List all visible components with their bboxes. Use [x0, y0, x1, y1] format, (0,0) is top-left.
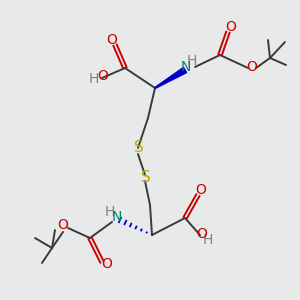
Text: O: O	[98, 69, 108, 83]
Text: H: H	[89, 72, 99, 86]
Text: H: H	[203, 233, 213, 247]
Text: O: O	[247, 60, 257, 74]
Text: O: O	[196, 183, 206, 197]
Text: N: N	[112, 210, 122, 224]
Polygon shape	[155, 68, 187, 88]
Text: O: O	[196, 227, 207, 241]
Text: S: S	[141, 169, 151, 184]
Text: S: S	[134, 140, 144, 155]
Text: O: O	[226, 20, 236, 34]
Text: O: O	[102, 257, 112, 271]
Text: H: H	[105, 205, 115, 219]
Text: N: N	[181, 60, 191, 74]
Text: H: H	[187, 54, 197, 68]
Text: O: O	[106, 33, 117, 47]
Text: O: O	[58, 218, 68, 232]
